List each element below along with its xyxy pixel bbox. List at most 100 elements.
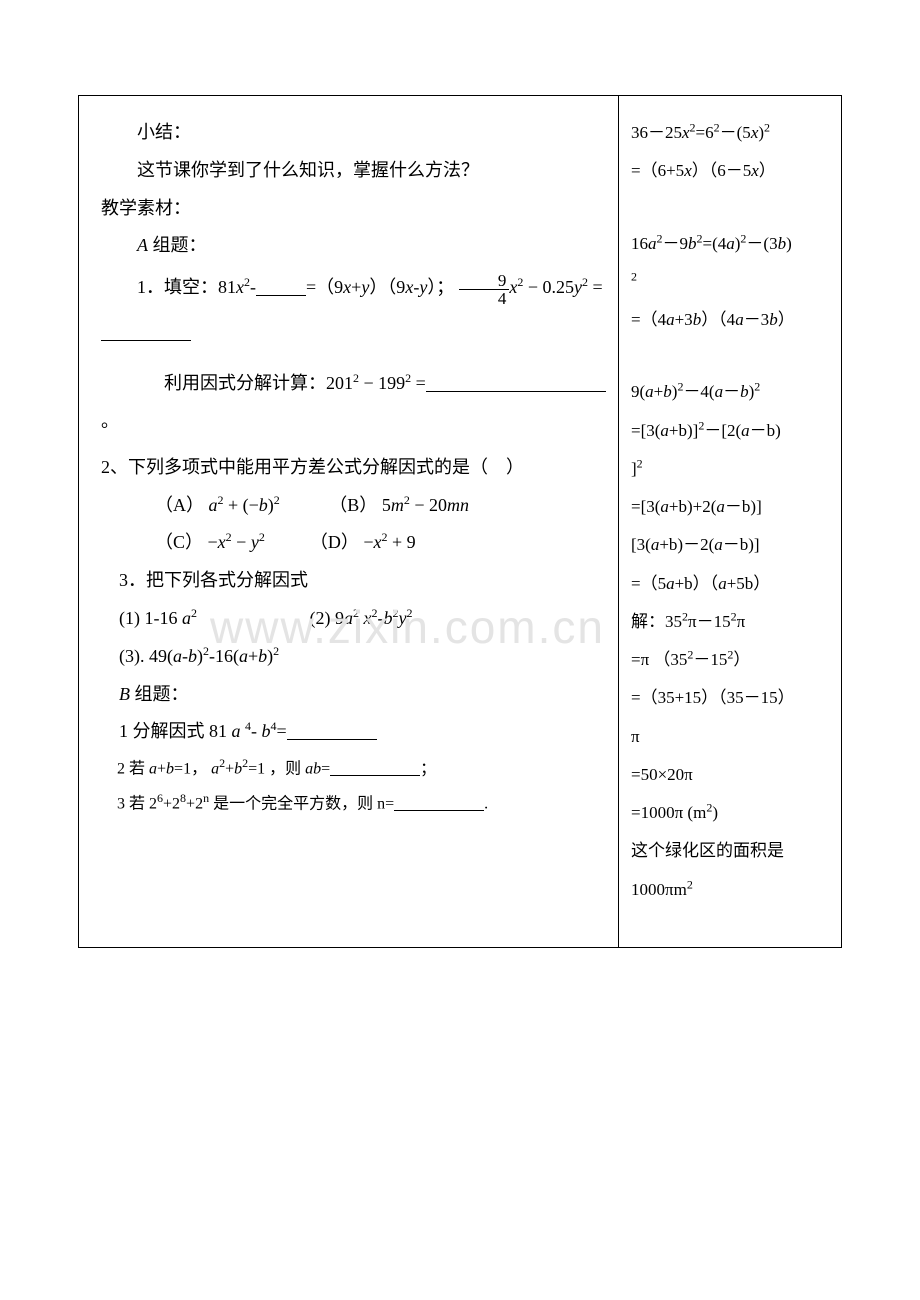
blank-3: [426, 389, 606, 392]
group-b-heading: B 组题：: [101, 676, 606, 714]
optC-sup2: 2: [259, 530, 265, 544]
s18-s1: 2: [687, 877, 693, 891]
material-heading: 教学素材：: [101, 190, 606, 228]
gap-end: [631, 909, 831, 929]
s3-b2: b: [778, 234, 787, 253]
sol-2-line2: =（4a+3b）（4a－3b）: [631, 301, 831, 339]
s3-t2: －9: [663, 234, 689, 253]
optA-sup1: 2: [218, 493, 224, 507]
s3-a2: a: [726, 234, 735, 253]
group-b-suffix: 组题：: [130, 684, 189, 704]
s10-t1: =（5: [631, 574, 666, 593]
s6-a1: a: [660, 421, 669, 440]
q1c-sup2: 2: [405, 371, 411, 385]
opt-b-label: （B）: [329, 495, 377, 515]
s5-b1: b: [663, 382, 672, 401]
q3-row1: (1) 1-16 a2 (2) 9a2 x2-b2y2: [101, 600, 606, 638]
q3-1-a: a: [182, 608, 191, 628]
s2-t1: =（6+5: [631, 161, 684, 180]
q3-1-label: (1) 1-16: [119, 608, 182, 628]
s5-dash: －: [723, 382, 740, 401]
b2-s1: 2: [219, 756, 225, 770]
b1-s1: 4: [245, 719, 251, 733]
s16-t1: =1000π (m: [631, 803, 706, 822]
q1-text4: ）；: [427, 277, 454, 297]
q1-x2: x: [343, 277, 351, 297]
summary-heading: 小结：: [101, 114, 606, 152]
s8-t1: =[3(: [631, 497, 660, 516]
s5-t2: －4(: [683, 382, 714, 401]
s6-t1: =[3(: [631, 421, 660, 440]
q3-2-s1: 2: [353, 606, 359, 620]
q3-heading: 3．把下列各式分解因式: [101, 562, 606, 600]
b3-t3: +2: [186, 795, 203, 812]
blank-6: [394, 808, 484, 811]
q2-row1: （A） a2 + (−b)2 （B） 5m2 − 20mn: [101, 487, 606, 525]
q1-text1: 1．填空：81: [137, 277, 236, 297]
s4-t4: －3: [744, 310, 770, 329]
s12-t1: =π （35: [631, 650, 687, 669]
sol-1-line2: =（6+5x）（6－5x）: [631, 152, 831, 190]
opt-d-label: （D）: [310, 532, 359, 552]
b3-t1: 3 若 2: [117, 795, 157, 812]
q1-sup1: 2: [244, 275, 250, 289]
sol-2-line1b: 2: [631, 263, 831, 301]
b2-b2: b: [234, 760, 242, 777]
s4-t3: ）（4: [701, 310, 735, 329]
sol-4-line6: 这个绿化区的面积是: [631, 832, 831, 870]
s3-p2: ): [786, 234, 792, 253]
optA-sup2: 2: [274, 493, 280, 507]
q3-2-a: a: [344, 608, 353, 628]
s11-t1: 解：35: [631, 612, 682, 631]
s2-x2: x: [751, 161, 759, 180]
b1-t: 1 分解因式 81: [119, 721, 232, 741]
b1: 1 分解因式 81 a 4- b4=: [101, 713, 606, 751]
b2-t2: =1，: [174, 760, 211, 777]
sol-3-line2: =[3(a+b)]2－[2(a－b): [631, 412, 831, 450]
s1-s3: 2: [764, 120, 770, 134]
s11-t3: π: [737, 612, 746, 631]
q1-text2: =（9: [306, 277, 343, 297]
optB-m: m: [391, 495, 404, 515]
sol-4-line4: =50×20π: [631, 756, 831, 794]
s8-t3: －b)]: [725, 497, 762, 516]
s4-t5: ）: [778, 310, 795, 329]
sol-4-line7: 1000πm2: [631, 871, 831, 909]
summary-question: 这节课你学到了什么知识，掌握什么方法？: [101, 152, 606, 190]
q1c-eq: =: [416, 373, 426, 393]
q3-2-s2: 2: [371, 606, 377, 620]
q3-row2: (3). 49(a-b)2-16(a+b)2: [101, 638, 606, 676]
s4-b2: b: [769, 310, 778, 329]
sol-3-line5: =（5a+b）（a+5b）: [631, 565, 831, 603]
s10-a2: a: [718, 574, 727, 593]
sol-3-line2b: ]2: [631, 450, 831, 488]
s5-a2: a: [715, 382, 724, 401]
s2-x1: x: [684, 161, 692, 180]
s18-t1: 1000πm: [631, 880, 687, 899]
s1-t2: =6: [696, 123, 714, 142]
s16-t2: ): [712, 803, 718, 822]
blank-4: [287, 737, 377, 740]
sol-4-line3: =（35+15）（35－15）: [631, 679, 831, 717]
s12-t3: ）: [733, 650, 750, 669]
s5-a1: a: [645, 382, 654, 401]
q2-paren: ）: [506, 457, 524, 477]
s7-s1: 2: [637, 456, 643, 470]
q3-3-t1: (3). 49(: [119, 646, 173, 666]
optC-y: y: [251, 532, 259, 552]
sol-3-line4: [3(a+b)－2(a－b)]: [631, 526, 831, 564]
b2-semi: ；: [420, 760, 436, 777]
q3-3-a2: a: [239, 646, 248, 666]
sol-1-line1: 36－25x2=62－(5x)2: [631, 114, 831, 152]
q3-3-b2: b: [258, 646, 267, 666]
s10-t3: +5b）: [727, 574, 771, 593]
b3-t4: 是一个完全平方数，则 n=: [209, 795, 394, 812]
gap-1: [631, 191, 831, 225]
optC-x: x: [218, 532, 226, 552]
q2-prompt: 2、下列多项式中能用平方差公式分解因式的是（ ）: [101, 449, 606, 487]
group-a-heading: A 组题：: [101, 227, 606, 265]
b3: 3 若 26+28+2n 是一个完全平方数，则 n=.: [101, 786, 606, 821]
s4-a2: a: [735, 310, 744, 329]
b3-t2: +2: [163, 795, 180, 812]
blank-5: [330, 773, 420, 776]
